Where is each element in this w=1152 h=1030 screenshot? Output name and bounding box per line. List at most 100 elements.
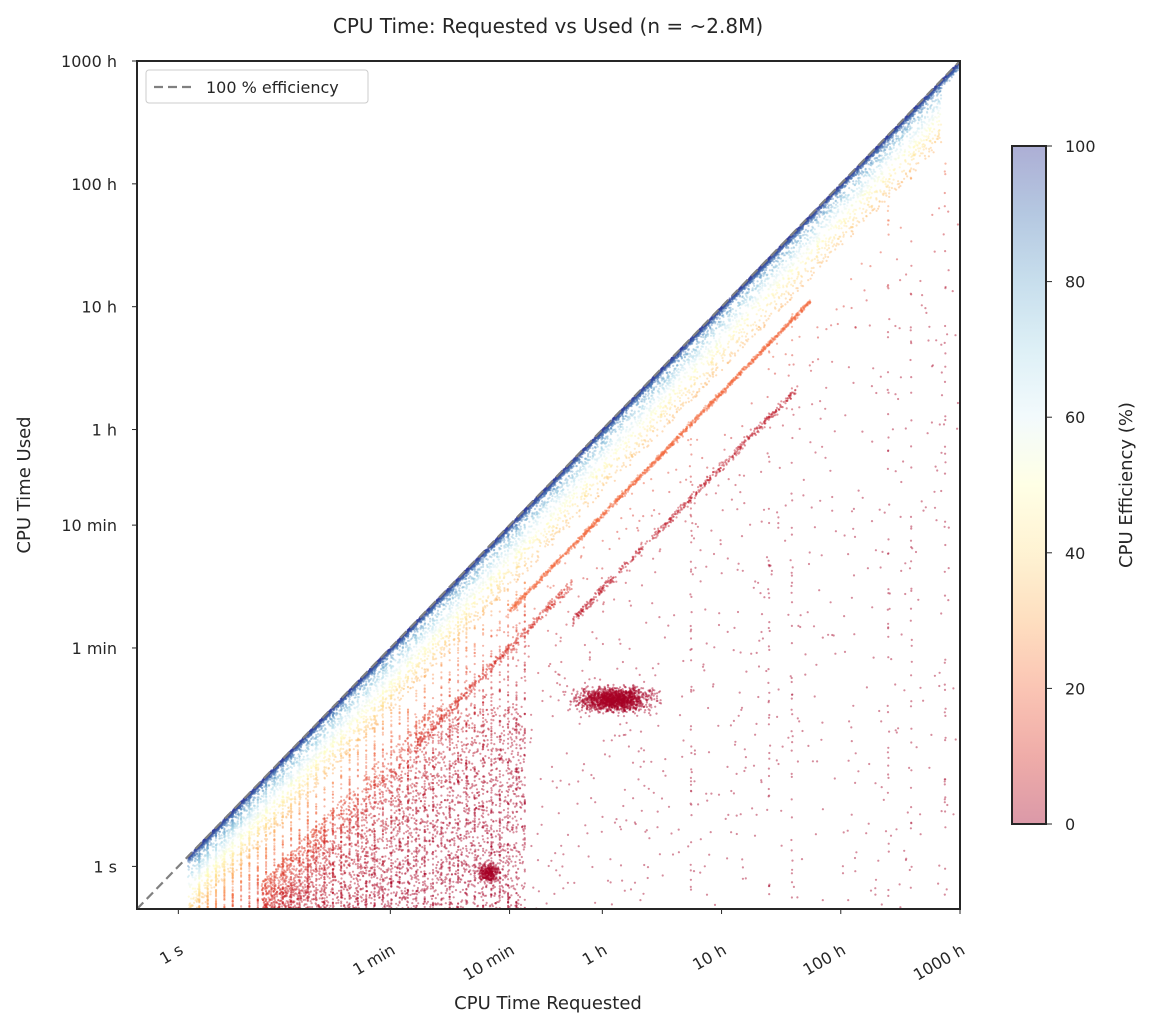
scatter-point (595, 439, 598, 442)
scatter-point (575, 457, 578, 460)
scatter-point (517, 517, 520, 521)
scatter-point (906, 115, 909, 118)
scatter-point (886, 137, 889, 140)
scatter-point (649, 383, 652, 386)
scatter-point (289, 756, 292, 759)
scatter-point (518, 517, 522, 520)
scatter-point (268, 775, 271, 778)
scatter-point (350, 694, 353, 697)
scatter-point (510, 530, 513, 533)
scatter-point (913, 106, 917, 109)
scatter-point (950, 72, 953, 76)
scatter-point (228, 815, 231, 818)
scatter-point (276, 770, 279, 773)
scatter-point (542, 493, 545, 496)
scatter-point (214, 828, 217, 832)
scatter-point (406, 633, 409, 637)
scatter-point (224, 822, 227, 825)
scatter-point (548, 487, 551, 490)
scatter-point (720, 312, 724, 315)
scatter-point (202, 840, 205, 843)
scatter-point (188, 861, 191, 864)
scatter-point (937, 87, 940, 90)
scatter-point (934, 85, 938, 88)
scatter-point (455, 583, 458, 586)
scatter-point (201, 847, 204, 851)
scatter-point (810, 216, 813, 219)
scatter-point (700, 327, 704, 330)
scatter-point (603, 427, 606, 430)
scatter-point (711, 318, 714, 321)
chart-title: CPU Time: Requested vs Used (n = ~2.8M) (333, 14, 763, 38)
scatter-point (428, 608, 431, 611)
scatter-point (454, 584, 457, 587)
scatter-point (418, 620, 421, 623)
scatter-point (630, 398, 633, 401)
scatter-point (314, 728, 317, 731)
scatter-point (641, 390, 644, 393)
scatter-point (329, 712, 332, 715)
scatter-point (382, 657, 385, 660)
scatter-point (402, 639, 405, 642)
scatter-point (492, 544, 495, 547)
scatter-point (592, 441, 595, 444)
scatter-point (776, 251, 779, 254)
scatter-point (329, 709, 332, 712)
scatter-point (673, 359, 676, 362)
scatter-point (211, 831, 214, 834)
scatter-point (398, 637, 401, 640)
scatter-point (679, 353, 682, 356)
scatter-point (457, 578, 460, 582)
scatter-point (729, 303, 732, 306)
scatter-point (789, 240, 792, 243)
scatter-point (815, 216, 819, 219)
scatter-point (948, 79, 951, 82)
scatter-point (690, 339, 693, 342)
scatter-point (537, 499, 540, 502)
scatter-point (303, 741, 306, 744)
scatter-point (371, 669, 374, 672)
scatter-point (368, 668, 372, 671)
scatter-point (465, 568, 468, 571)
scatter-point (561, 473, 564, 476)
scatter-point (934, 86, 937, 89)
scatter-point (400, 639, 403, 642)
scatter-point (447, 589, 450, 592)
scatter-point (604, 431, 608, 434)
scatter-point (291, 754, 294, 757)
scatter-point (279, 760, 282, 763)
scatter-point (742, 286, 745, 289)
scatter-point (283, 759, 286, 762)
scatter-point (320, 724, 323, 728)
scatter-point (868, 155, 872, 158)
scatter-point (492, 543, 495, 546)
scatter-point (379, 661, 382, 664)
scatter-point (816, 207, 820, 210)
scatter-point (398, 645, 402, 648)
scatter-point (954, 66, 957, 69)
scatter-point (931, 91, 934, 94)
scatter-point (223, 819, 226, 822)
scatter-point (254, 789, 257, 793)
scatter-point (500, 537, 503, 540)
scatter-point (670, 360, 673, 363)
scatter-point (502, 536, 505, 539)
scatter-point (788, 236, 791, 239)
scatter-point (768, 260, 772, 263)
scatter-point (499, 536, 502, 540)
scatter-point (541, 495, 545, 498)
scatter-point (241, 800, 244, 803)
scatter-point (949, 72, 952, 75)
scatter-point (610, 427, 613, 430)
scatter-point (877, 149, 880, 152)
scatter-point (767, 260, 770, 264)
scatter-point (954, 66, 957, 70)
scatter-point (188, 857, 191, 860)
scatter-point (523, 510, 526, 513)
scatter-point (689, 341, 692, 344)
scatter-point (735, 298, 738, 301)
scatter-point (478, 563, 481, 566)
scatter-point (259, 784, 263, 787)
scatter-point (328, 713, 331, 716)
scatter-point (581, 456, 584, 459)
